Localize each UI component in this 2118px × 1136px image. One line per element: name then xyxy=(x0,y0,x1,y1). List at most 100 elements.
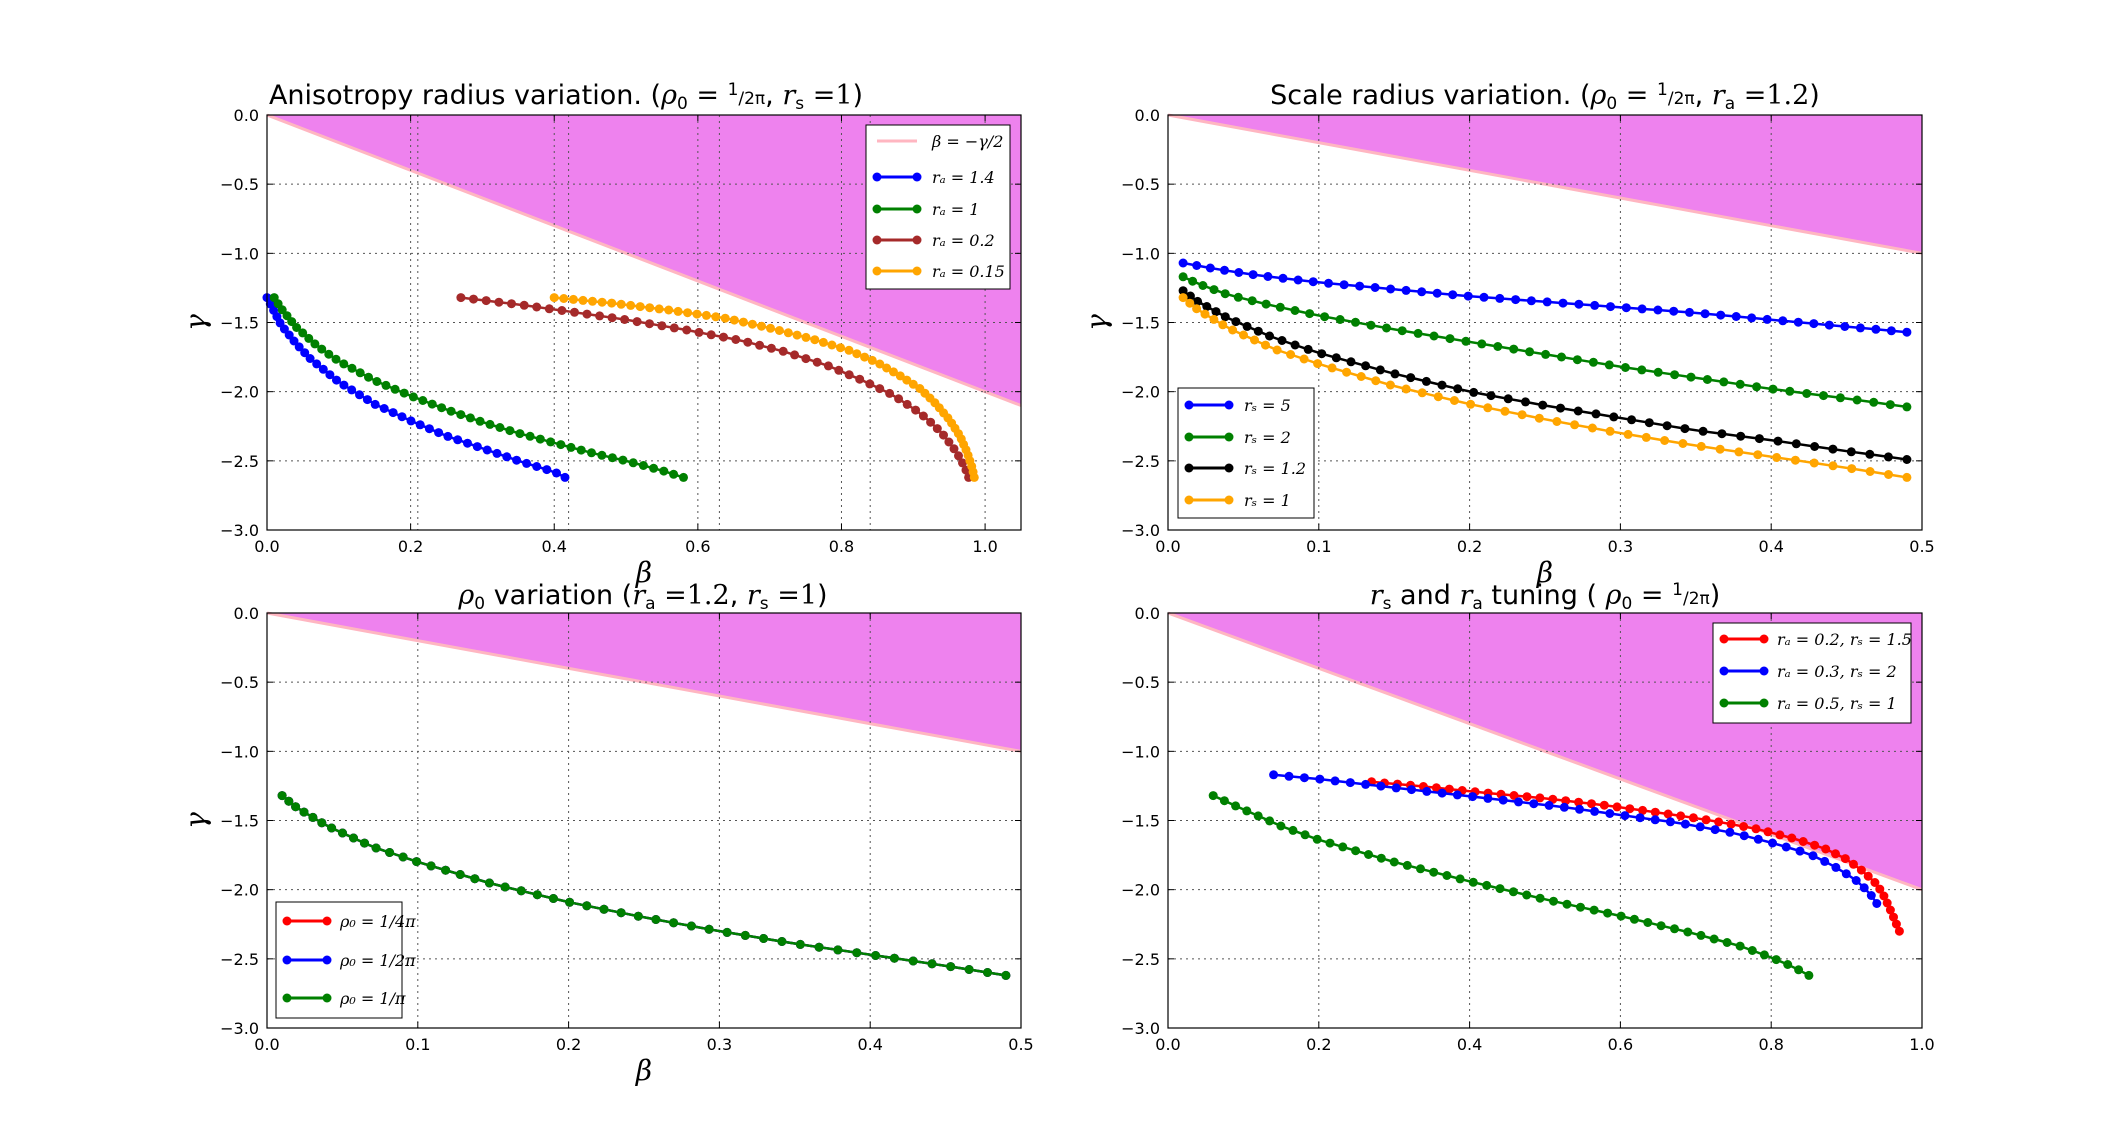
data-point xyxy=(1299,354,1309,364)
data-point xyxy=(1239,330,1248,340)
data-point xyxy=(1339,280,1349,290)
x-axis-label: β xyxy=(1536,556,1553,589)
data-point xyxy=(1821,844,1831,854)
data-point xyxy=(1219,796,1229,806)
data-point xyxy=(1590,300,1600,310)
data-point xyxy=(472,442,482,452)
data-point xyxy=(1178,272,1188,282)
data-point xyxy=(1397,326,1407,336)
data-point xyxy=(339,359,349,369)
panel3-legend-2pi: ρ₀ = 1/2π xyxy=(339,951,416,970)
data-point xyxy=(434,428,444,438)
data-point xyxy=(1517,410,1527,420)
data-point xyxy=(607,298,617,308)
data-point xyxy=(279,324,289,334)
panel-scale-radius: Scale radius variation. (ρ0 = 1/2π, ra =… xyxy=(1080,80,1935,589)
data-point xyxy=(565,897,575,907)
x-tick-label: 0.4 xyxy=(542,537,567,556)
x-axis-label: β xyxy=(635,1054,652,1087)
data-point xyxy=(1233,292,1243,302)
data-point xyxy=(1208,791,1218,801)
x-tick-label: 0.2 xyxy=(398,537,423,556)
data-point xyxy=(310,339,320,349)
data-point xyxy=(1192,261,1202,270)
data-point xyxy=(1609,412,1619,422)
data-point xyxy=(1574,299,1584,309)
data-point xyxy=(1641,432,1651,442)
data-point xyxy=(587,448,596,458)
data-point xyxy=(522,458,532,468)
data-point xyxy=(360,838,369,848)
data-point xyxy=(1851,876,1861,885)
data-point xyxy=(1747,946,1757,955)
data-point xyxy=(1735,379,1745,389)
data-point xyxy=(1218,320,1228,330)
data-point xyxy=(1437,788,1447,798)
data-point xyxy=(964,965,974,974)
data-point xyxy=(1178,286,1188,296)
y-tick-label: 0.0 xyxy=(1135,604,1160,623)
data-point xyxy=(1886,326,1896,336)
y-axis-label: γ xyxy=(179,812,212,829)
data-point xyxy=(1220,312,1230,322)
data-point xyxy=(1178,293,1188,303)
y-tick-label: −0.5 xyxy=(1121,175,1160,194)
data-point xyxy=(1325,838,1335,848)
data-point xyxy=(682,325,692,335)
data-point xyxy=(867,355,877,365)
data-point xyxy=(397,412,407,422)
data-point xyxy=(1831,862,1841,872)
data-point xyxy=(766,323,775,333)
data-point xyxy=(312,359,322,369)
x-tick-label: 0.6 xyxy=(1608,1035,1633,1054)
data-point xyxy=(1902,472,1912,482)
data-point xyxy=(1188,276,1198,286)
data-point xyxy=(757,321,766,331)
data-point xyxy=(969,472,979,482)
data-point xyxy=(1479,292,1489,302)
data-point xyxy=(1417,287,1427,297)
data-point xyxy=(1514,797,1523,807)
data-point xyxy=(755,340,765,350)
data-point xyxy=(932,424,942,434)
data-point xyxy=(1604,360,1614,370)
data-point xyxy=(1768,838,1777,848)
data-point xyxy=(516,886,526,896)
data-point xyxy=(692,309,702,319)
data-point xyxy=(908,956,918,966)
data-point xyxy=(1391,783,1401,793)
data-point xyxy=(1432,288,1442,298)
data-point xyxy=(1242,321,1252,331)
panel3-legend-pi: ρ₀ = 1/π xyxy=(339,989,406,1008)
panel3-legend-4pi: ρ₀ = 1/4π xyxy=(339,912,416,931)
data-point xyxy=(759,934,769,943)
data-point xyxy=(1448,290,1458,300)
data-point xyxy=(1544,800,1554,810)
data-point xyxy=(1275,302,1285,312)
data-point xyxy=(645,319,654,329)
data-point xyxy=(532,462,542,471)
panel4-legend-red: rₐ = 0.2, rₛ = 1.5 xyxy=(1777,630,1912,649)
data-point xyxy=(1662,421,1672,431)
data-point xyxy=(1522,890,1532,900)
data-point xyxy=(1794,965,1804,975)
data-point xyxy=(1587,799,1596,809)
data-point xyxy=(1820,856,1830,866)
data-point xyxy=(1855,323,1865,333)
data-point xyxy=(1810,840,1820,850)
data-point xyxy=(1493,342,1503,351)
data-point xyxy=(1248,270,1258,280)
data-point xyxy=(1871,324,1881,334)
data-point xyxy=(495,423,505,432)
data-point xyxy=(1716,310,1726,320)
data-point xyxy=(512,455,522,465)
x-tick-label: 0.2 xyxy=(1457,537,1482,556)
data-point xyxy=(1865,449,1875,459)
data-point xyxy=(415,420,425,430)
data-point xyxy=(597,450,607,460)
data-point xyxy=(1589,905,1599,915)
data-point xyxy=(1665,817,1675,827)
data-point xyxy=(1401,384,1411,394)
data-point xyxy=(1885,905,1895,915)
